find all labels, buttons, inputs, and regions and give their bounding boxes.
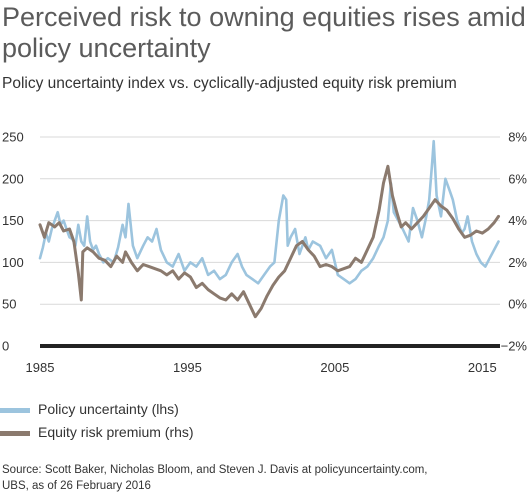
x-tick-label: 2005 (320, 360, 349, 375)
legend-label-erp: Equity risk premium (rhs) (38, 424, 194, 440)
legend-swatch-erp (0, 430, 30, 436)
chart-title: Perceived risk to owning equities rises … (2, 2, 526, 63)
series-lines (38, 139, 500, 319)
right-tick-label: −2% (501, 339, 528, 354)
x-tick-label: 1995 (173, 360, 202, 375)
chart-subtitle: Policy uncertainty index vs. cyclically-… (2, 75, 457, 92)
x-tick-label: 2015 (468, 360, 497, 375)
line-chart: 0 50 100 150 200 250 −2% 0% 2% 4% 6% 8% 1985 1995 20… (2, 130, 528, 376)
x-axis-ticks: 1985 1995 2005 2015 (26, 360, 497, 375)
legend-item-policy: Policy uncertainty (lhs) (0, 401, 179, 417)
left-tick-label: 50 (2, 297, 16, 312)
source-note: Source: Scott Baker, Nicholas Bloom, and… (2, 462, 522, 494)
left-axis-ticks: 0 50 100 150 200 250 (2, 130, 24, 354)
legend-swatch-policy (0, 407, 30, 413)
series-line-erp (38, 164, 500, 319)
left-tick-label: 100 (2, 255, 24, 270)
legend-label-policy: Policy uncertainty (lhs) (38, 401, 179, 417)
source-line-1: Source: Scott Baker, Nicholas Bloom, and… (2, 464, 428, 476)
right-tick-label: 2% (508, 255, 527, 270)
right-tick-label: 0% (508, 297, 527, 312)
series-line-policy (38, 139, 500, 285)
grid-lines (40, 136, 500, 305)
right-tick-label: 8% (508, 130, 527, 145)
legend-item-erp: Equity risk premium (rhs) (0, 424, 194, 440)
x-tick-label: 1985 (26, 360, 55, 375)
source-line-2: UBS, as of 26 February 2016 (2, 480, 151, 492)
right-tick-label: 4% (508, 213, 527, 228)
right-tick-label: 6% (508, 171, 527, 186)
left-tick-label: 200 (2, 171, 24, 186)
left-tick-label: 250 (2, 130, 24, 145)
left-tick-label: 0 (2, 339, 9, 354)
left-tick-label: 150 (2, 213, 24, 228)
right-axis-ticks: −2% 0% 2% 4% 6% 8% (501, 130, 528, 354)
